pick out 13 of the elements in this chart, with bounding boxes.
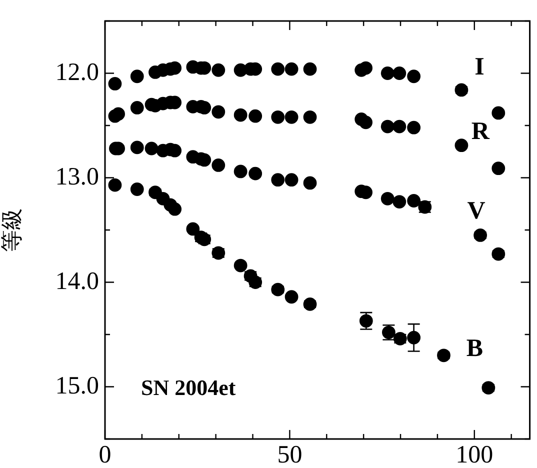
y-tick-label: 14.0: [55, 268, 99, 295]
legend-label: B: [466, 334, 484, 362]
series-label: V: [467, 198, 486, 225]
x-tick-label: 0: [98, 442, 112, 468]
x-tick-label: 100: [456, 442, 494, 468]
y-axis-title: 等級: [0, 208, 25, 252]
y-tick-label: 13.0: [55, 163, 99, 190]
legend-label: R: [471, 118, 490, 145]
y-tick-label: 12.0: [55, 58, 99, 86]
y-tick-label: 15.0: [55, 372, 99, 400]
x-tick-label: 50: [277, 442, 302, 468]
legend-label: I: [474, 53, 484, 80]
annotation: SN 2004et: [141, 375, 236, 400]
